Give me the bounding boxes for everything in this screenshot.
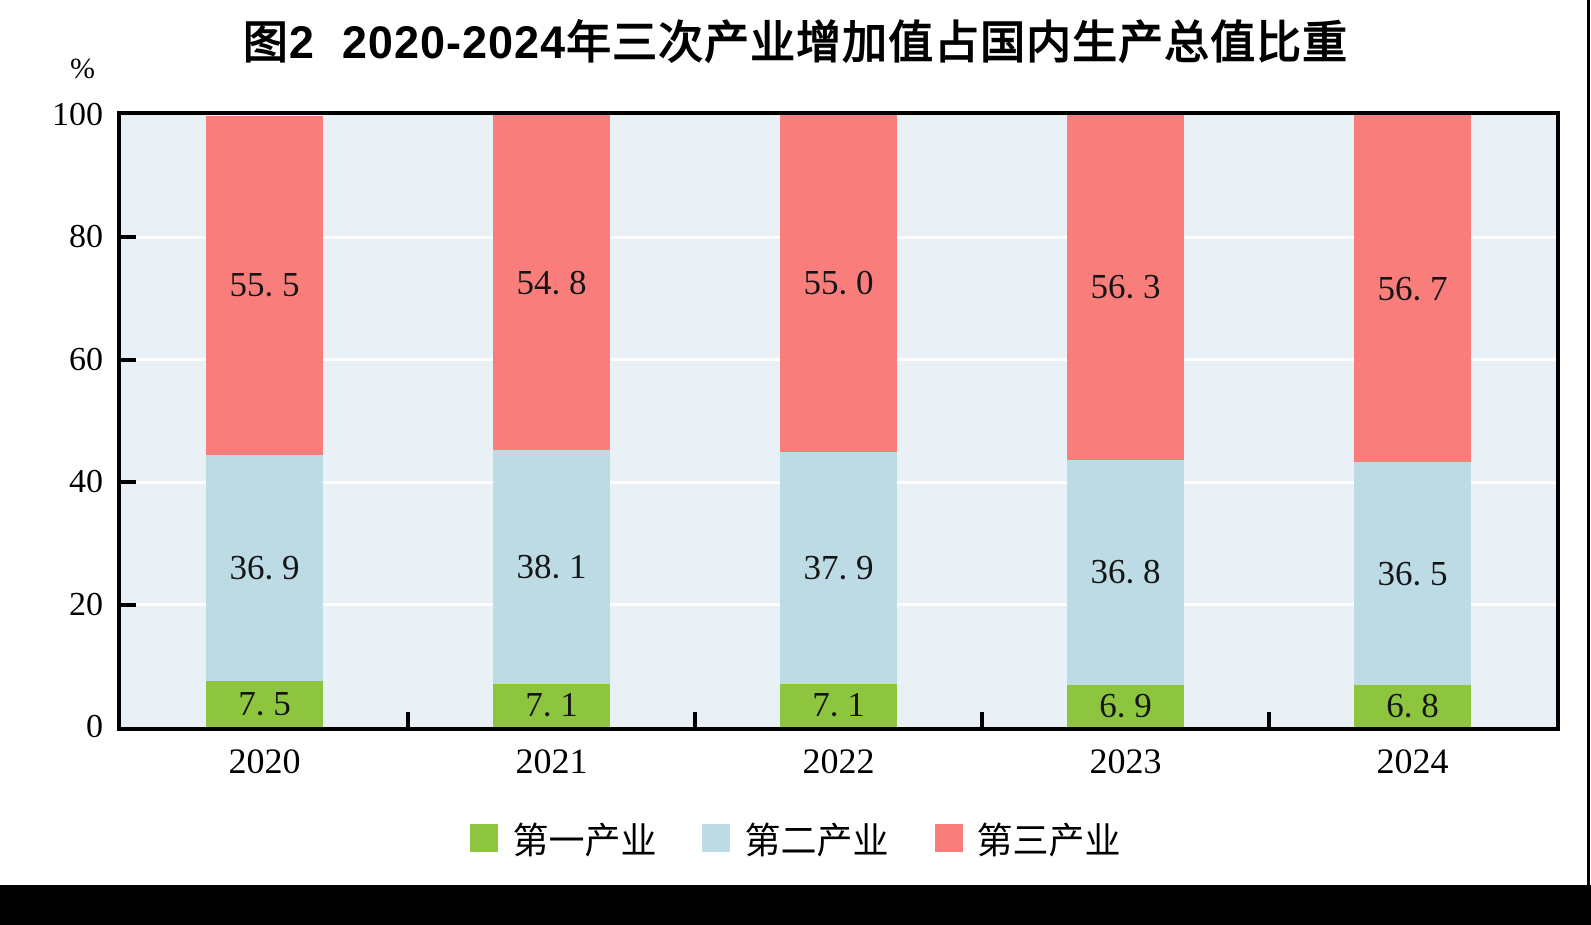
bar-value-label: 7. 1 (812, 685, 865, 725)
bar-value-label: 56. 7 (1377, 268, 1448, 308)
bar-segment-第三产业-2021: 54. 8 (493, 115, 610, 451)
x-tick-label-2020: 2020 (228, 741, 301, 781)
bar-segment-第一产业-2024: 6. 8 (1354, 685, 1471, 727)
bar-value-label: 56. 3 (1090, 267, 1161, 307)
bar-value-label: 6. 8 (1386, 686, 1439, 726)
bar-segment-第一产业-2021: 7. 1 (493, 683, 610, 727)
plot-area: 7. 5 36. 9 55. 5 7. 1 38. 1 54. 8 7. 1 37. 9 55.… (117, 111, 1560, 731)
bar-segment-第三产业-2023: 56. 3 (1067, 115, 1184, 460)
y-axis-tick-labels: 0 20 40 60 80 100 (0, 96, 103, 745)
y-tick-80 (121, 235, 136, 240)
x-tick-label-2021: 2021 (515, 741, 588, 781)
y-tick-label-0: 0 (86, 708, 103, 745)
legend-item-第三产业: 第三产业 (934, 812, 1121, 864)
x-tick-label-2023: 2023 (1089, 741, 1162, 781)
chart-title: 图2 2020-2024年三次产业增加值占国内生产总值比重 (242, 17, 1349, 68)
x-tick-label-2022: 2022 (802, 741, 875, 781)
bar-segment-第二产业-2024: 36. 5 (1354, 462, 1471, 686)
legend-item-第一产业: 第一产业 (470, 812, 656, 864)
plot-inner: 7. 5 36. 9 55. 5 7. 1 38. 1 54. 8 7. 1 37. 9 55.… (121, 115, 1556, 727)
bar-value-label: 54. 8 (516, 262, 587, 302)
bar-segment-第一产业-2023: 6. 9 (1067, 684, 1184, 727)
bar-value-label: 38. 1 (516, 546, 587, 586)
legend-item-第二产业: 第二产业 (702, 812, 889, 864)
x-tick-boundary (980, 712, 984, 727)
bar-segment-第三产业-2022: 55. 0 (780, 115, 897, 452)
y-tick-40 (121, 480, 136, 485)
legend-label: 第二产业 (744, 821, 889, 861)
bar-segment-第二产业-2020: 36. 9 (206, 455, 323, 682)
x-tick-boundary (406, 712, 410, 727)
x-tick-boundary (1267, 712, 1271, 727)
bar-segment-第三产业-2020: 55. 5 (206, 115, 323, 456)
y-tick-20 (121, 602, 136, 607)
bar-value-label: 7. 1 (525, 685, 578, 725)
bar-segment-第一产业-2020: 7. 5 (206, 681, 323, 727)
x-axis-tick-labels: 2020 2021 2022 2023 2024 (121, 740, 1556, 785)
bar-segment-第二产业-2022: 37. 9 (780, 451, 897, 684)
y-tick-label-60: 60 (69, 340, 103, 378)
y-tick-label-100: 100 (52, 96, 103, 133)
y-tick-label-20: 20 (69, 585, 103, 623)
x-tick-label-2024: 2024 (1376, 741, 1449, 781)
legend-label: 第三产业 (976, 821, 1121, 861)
bar-value-label: 55. 0 (803, 263, 874, 303)
y-tick-label-40: 40 (69, 463, 103, 501)
bar-value-label: 55. 5 (229, 265, 300, 305)
bar-value-label: 36. 9 (229, 548, 300, 588)
x-tick-boundary (693, 712, 697, 727)
bar-segment-第三产业-2024: 56. 7 (1354, 115, 1471, 463)
y-tick-label-80: 80 (69, 218, 103, 256)
y-axis-unit-label: % (70, 52, 95, 85)
page-bottom-bar (0, 885, 1591, 925)
legend-swatch-icon (934, 824, 963, 852)
bar-value-label: 36. 8 (1090, 552, 1161, 592)
bar-value-label: 37. 9 (803, 547, 874, 587)
bar-value-label: 36. 5 (1377, 553, 1448, 593)
bar-value-label: 7. 5 (238, 684, 291, 724)
bar-segment-第一产业-2022: 7. 1 (780, 683, 897, 727)
bar-segment-第二产业-2021: 38. 1 (493, 450, 610, 684)
page-right-edge-line (1587, 0, 1590, 925)
legend: 第一产业 第二产业 第三产业 (0, 812, 1591, 864)
legend-label: 第一产业 (512, 821, 657, 861)
legend-swatch-icon (702, 824, 731, 852)
y-tick-60 (121, 357, 136, 362)
bar-segment-第二产业-2023: 36. 8 (1067, 459, 1184, 685)
legend-swatch-icon (470, 824, 499, 852)
bar-value-label: 6. 9 (1099, 685, 1152, 725)
